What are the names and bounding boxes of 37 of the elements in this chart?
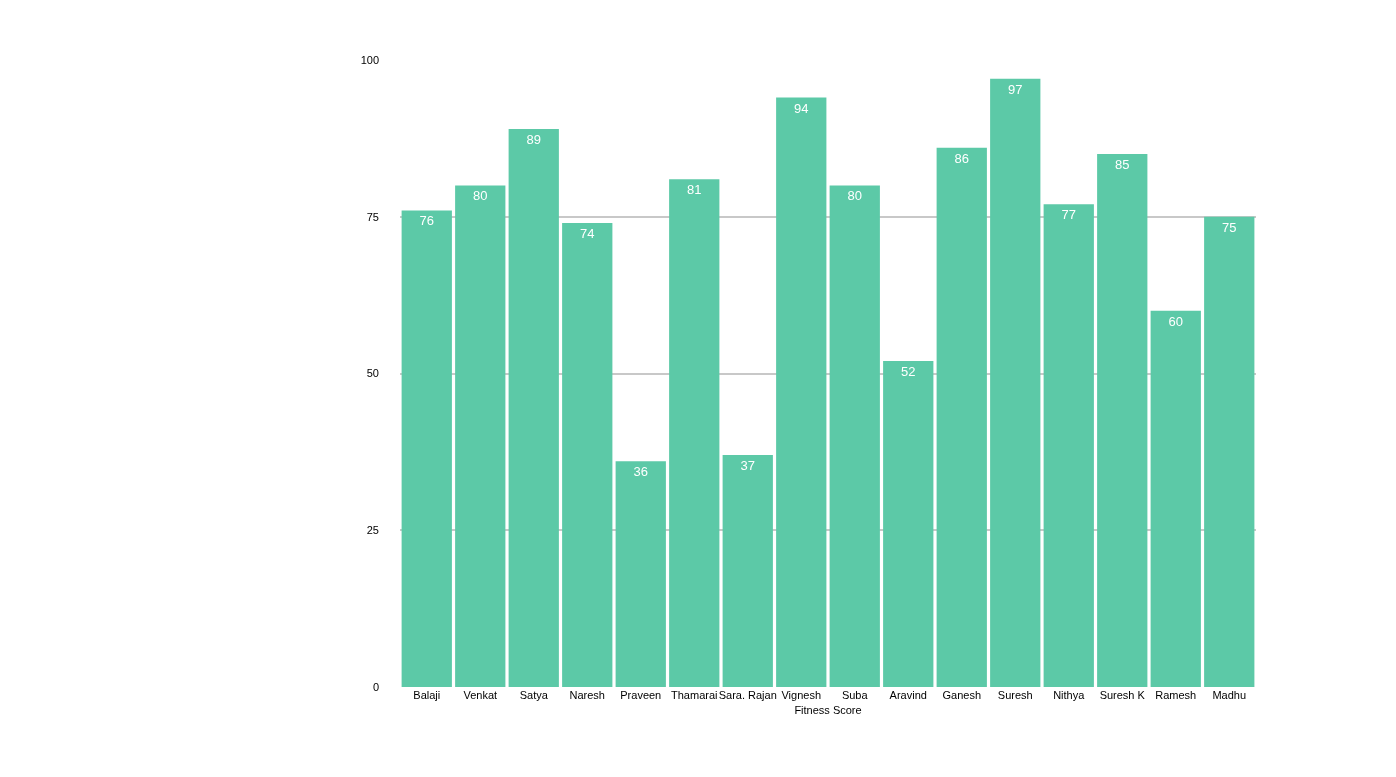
data-label: 94 xyxy=(794,100,809,116)
bar xyxy=(722,455,773,687)
bar xyxy=(1097,154,1148,687)
data-label: 75 xyxy=(1222,219,1237,235)
data-label: 81 xyxy=(687,182,702,198)
data-label: 97 xyxy=(1008,81,1023,97)
data-label: 37 xyxy=(740,458,755,474)
bar xyxy=(508,128,559,687)
bar xyxy=(990,78,1041,687)
y-tick-label: 75 xyxy=(366,210,379,223)
data-label: 77 xyxy=(1061,207,1076,223)
y-tick-label: 25 xyxy=(366,524,379,537)
data-label: 89 xyxy=(526,131,541,147)
y-tick-label: 50 xyxy=(366,367,379,380)
bar xyxy=(776,97,827,687)
bar xyxy=(615,461,666,687)
bar xyxy=(455,185,506,687)
data-label: 60 xyxy=(1168,313,1183,329)
data-label: 76 xyxy=(419,213,434,229)
bar xyxy=(936,147,987,687)
bar xyxy=(1150,310,1201,687)
data-label: 85 xyxy=(1115,157,1130,173)
y-tick-label: 100 xyxy=(360,53,379,66)
bar xyxy=(883,360,934,687)
bar xyxy=(562,223,613,687)
data-label: 86 xyxy=(954,150,969,166)
bar xyxy=(829,185,880,687)
bar xyxy=(669,179,720,687)
data-label: 74 xyxy=(580,226,595,242)
y-tick-label: 0 xyxy=(372,680,379,693)
bar xyxy=(1204,216,1255,687)
bar xyxy=(1043,204,1094,687)
data-label: 80 xyxy=(847,188,862,204)
data-label: 52 xyxy=(901,363,916,379)
data-label: 36 xyxy=(633,464,648,480)
data-label: 80 xyxy=(473,188,488,204)
bar xyxy=(401,210,452,687)
